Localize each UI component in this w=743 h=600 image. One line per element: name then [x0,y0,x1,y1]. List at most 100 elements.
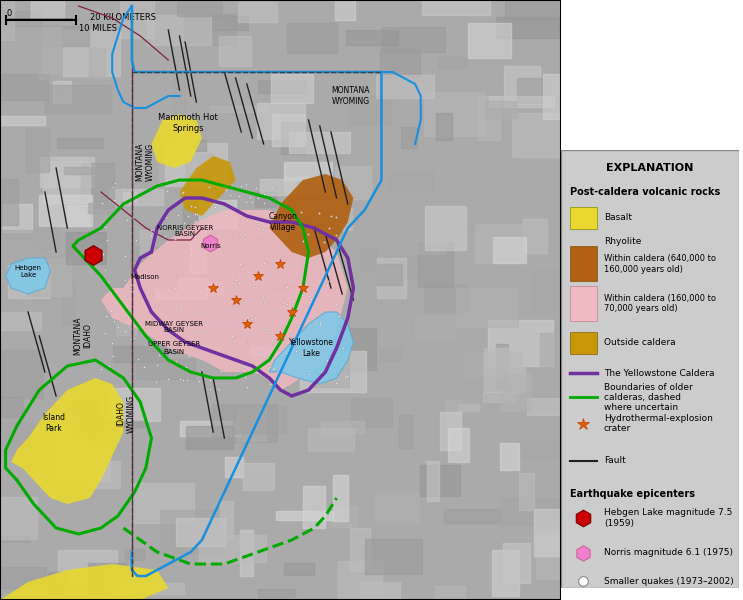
Point [189,279,201,289]
Bar [312,328,376,370]
Bar [512,113,576,157]
Bar [270,74,313,103]
Point [242,335,254,345]
Point [175,247,187,257]
Bar [89,48,105,76]
Point [100,222,111,232]
Bar [504,66,539,104]
Point [137,274,149,283]
Point [273,259,285,269]
Point [155,345,166,355]
Bar [243,463,274,490]
Point [321,280,333,290]
Point [144,254,156,263]
Point [267,335,279,345]
Bar [225,457,243,477]
Point [246,365,258,374]
Bar [256,193,276,206]
Point [172,238,184,248]
Bar [0,179,18,225]
Bar [376,75,434,98]
Point [178,310,190,320]
Bar [334,166,372,199]
Point [160,212,172,222]
Point [103,278,114,287]
Point [191,209,203,218]
Point [213,347,225,357]
Point [169,272,181,281]
Point [145,231,157,241]
Bar [43,161,90,203]
Point [241,316,253,325]
Point [234,230,246,239]
Polygon shape [0,564,168,600]
Point [119,251,131,261]
Point [228,257,240,267]
Point [301,382,313,391]
Point [198,340,210,350]
Point [314,280,326,290]
Text: Hebgen Lake magnitude 7.5
(1959): Hebgen Lake magnitude 7.5 (1959) [604,508,732,527]
Text: Post-caldera volcanic rocks: Post-caldera volcanic rocks [570,187,720,197]
Point [201,283,213,292]
Bar [506,543,528,551]
Point [162,374,174,384]
Point [121,215,133,225]
Point [224,304,236,313]
Bar [401,127,417,148]
Point [236,328,248,338]
Bar [436,113,452,140]
Point [137,190,149,200]
Text: UPPER GEYSER
BASIN: UPPER GEYSER BASIN [148,341,200,355]
Point [259,352,270,361]
Point [178,375,189,385]
Bar [282,122,305,154]
Bar [533,271,562,310]
Point [125,283,137,293]
Point [157,244,169,253]
Bar [570,332,597,353]
Point [256,323,267,333]
Bar [339,208,352,230]
Point [169,283,181,293]
Point [178,218,190,228]
Bar [8,265,50,298]
Bar [308,428,354,451]
Point [280,349,292,358]
Bar [377,258,406,298]
Point [204,375,216,385]
Bar [67,205,88,226]
Point [296,290,308,300]
Bar [42,26,89,46]
Point [172,177,184,187]
Point [272,367,284,377]
Bar [272,114,305,146]
Point [241,215,253,225]
Bar [73,394,97,431]
Bar [468,23,510,58]
Bar [242,221,269,235]
Point [181,362,192,372]
Polygon shape [6,258,51,294]
Bar [179,133,196,142]
Bar [84,428,106,438]
Bar [199,200,236,229]
Bar [534,509,568,556]
Bar [122,583,184,595]
Bar [523,219,547,253]
Bar [186,154,213,184]
Point [97,272,108,281]
Bar [390,171,441,193]
Bar [377,264,402,284]
Point [175,328,186,337]
Bar [276,511,333,520]
Point [279,319,291,328]
Point [238,362,250,372]
Point [178,193,189,203]
Point [333,311,345,321]
Bar [539,333,571,372]
Bar [120,0,154,38]
Bar [160,511,223,553]
Bar [106,569,127,599]
Point [105,307,117,316]
